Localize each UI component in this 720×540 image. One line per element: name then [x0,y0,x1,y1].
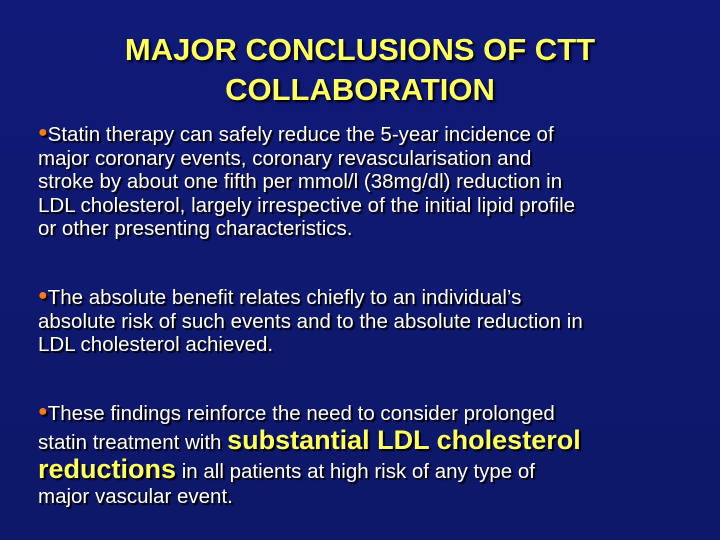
bullet-text: major vascular event. [38,485,233,508]
highlight-text: reductions [38,454,177,484]
bullet-absolute-benefit: ●The absolute benefit relates chiefly to… [38,286,708,357]
slide-title: MAJOR CONCLUSIONS OF CTT COLLABORATION [0,30,720,110]
bullet-text: These findings reinforce the need to con… [47,402,555,425]
title-line: MAJOR CONCLUSIONS OF CTT [124,32,596,67]
bullet-text: The absolute benefit relates chiefly to … [47,286,522,309]
bullet-dot-icon: ● [38,287,48,304]
bullet-text: major coronary events, coronary revascul… [38,146,532,170]
bullet-text: in all patients at high risk of any type… [181,460,535,483]
bullet-text: stroke by about one fifth per mmol/l (38… [38,170,563,193]
title-line: COLLABORATION [225,72,495,107]
bullet-dot-icon: ● [38,403,48,420]
highlight-text: substantial LDL cholesterol [227,425,581,455]
bullet-dot-icon: ● [38,124,48,141]
bullet-findings: ●These findings reinforce the need to co… [38,400,708,508]
bullet-text: or other presenting characteristics. [38,217,353,240]
bullet-text: LDL cholesterol, largely irrespective of… [38,193,576,217]
bullet-text: statin treatment with [38,431,228,454]
bullet-statin-therapy: ●Statin therapy can safely reduce the 5-… [38,123,708,241]
bullet-text: Statin therapy can safely reduce the 5-y… [47,123,554,146]
bullet-text: absolute risk of such events and to the … [38,309,583,333]
bullet-text: LDL cholesterol achieved. [38,333,274,356]
